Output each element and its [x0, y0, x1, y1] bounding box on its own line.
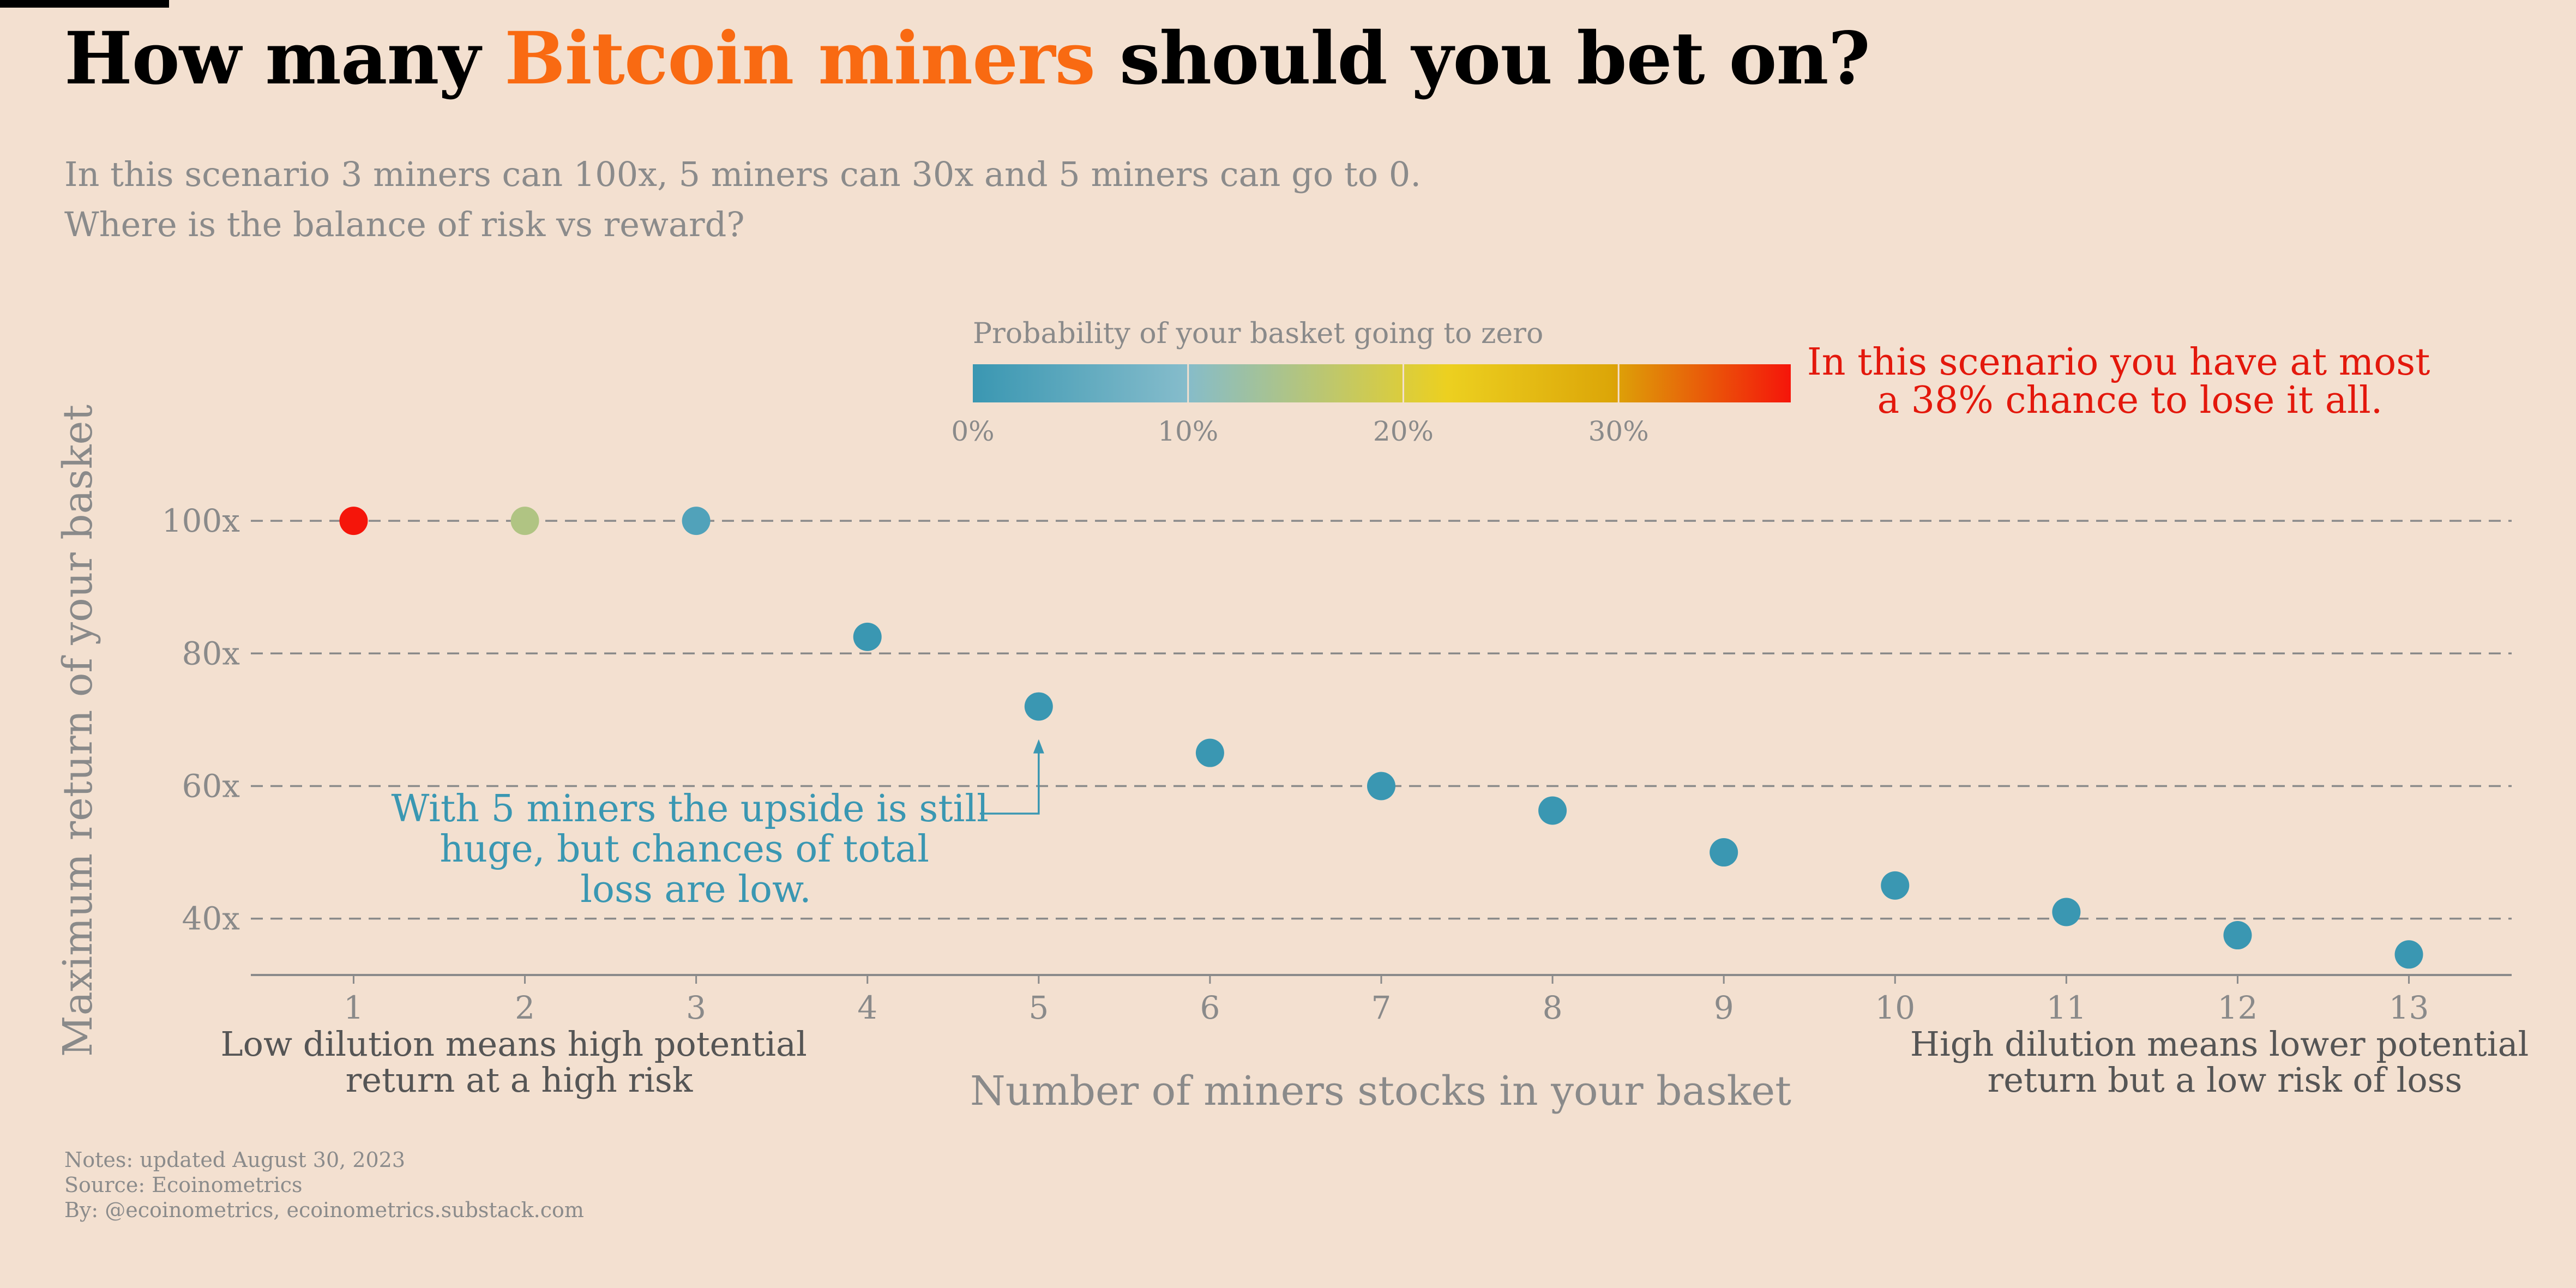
page-title: How many Bitcoin miners should you bet o…	[64, 16, 1870, 101]
subtitle-line-2: Where is the balance of risk vs reward?	[64, 204, 745, 244]
colorbar-title: Probability of your basket going to zero	[973, 317, 1543, 350]
low-dilution-annotation: Low dilution means high potential return…	[220, 1024, 817, 1100]
colorbar	[973, 364, 1791, 402]
data-point	[2052, 898, 2081, 926]
title-suffix: should you bet on?	[1094, 16, 1870, 101]
x-axis-label: Number of miners stocks in your basket	[970, 1068, 1791, 1115]
y-tick-labels: 40x 60x 80x 100x	[162, 502, 240, 937]
x-tick-label: 4	[857, 989, 877, 1026]
low-dilution-line-1: Low dilution means high potential	[220, 1024, 806, 1064]
data-point	[1195, 738, 1224, 767]
y-tick-label: 100x	[162, 502, 240, 539]
x-tick-label: 2	[515, 989, 535, 1026]
subtitle-line-1: In this scenario 3 miners can 100x, 5 mi…	[64, 154, 1422, 194]
notes-byline: By: @ecoinometrics, ecoinometrics.substa…	[64, 1198, 584, 1222]
x-tick-label: 10	[1875, 989, 1915, 1026]
colorbar-ticks: 0% 10% 20% 30%	[951, 364, 1649, 447]
max-risk-line-1: In this scenario you have at most	[1807, 341, 2430, 384]
data-point	[1367, 772, 1395, 801]
data-point	[1710, 838, 1738, 867]
five-miners-annotation: With 5 miners the upside is still huge, …	[391, 787, 1000, 911]
colorbar-tick-label: 0%	[951, 416, 994, 447]
notes: Notes: updated August 30, 2023 Source: E…	[64, 1147, 584, 1223]
x-tick-label: 13	[2389, 989, 2429, 1026]
x-tick-label: 9	[1714, 989, 1734, 1026]
max-risk-line-2: a 38% chance to lose it all.	[1877, 379, 2383, 422]
data-point	[510, 507, 539, 535]
high-dilution-line-1: High dilution means lower potential	[1910, 1024, 2529, 1064]
notes-source: Source: Ecoinometrics	[64, 1173, 303, 1197]
y-axis-label: Maximum return of your basket	[55, 405, 101, 1057]
colorbar-tick-label: 20%	[1373, 416, 1434, 447]
data-point	[1538, 796, 1567, 825]
data-point	[339, 507, 368, 535]
colorbar-tick-label: 30%	[1588, 416, 1649, 447]
data-point	[853, 622, 882, 651]
data-point	[1024, 692, 1053, 721]
x-tick-labels: 1 2 3 4 5 6 7 8 9 10 11 12 13	[344, 975, 2429, 1026]
high-dilution-annotation: High dilution means lower potential retu…	[1910, 1024, 2539, 1100]
x-tick-label: 11	[2046, 989, 2086, 1026]
data-point	[1881, 871, 1910, 900]
y-tick-label: 80x	[182, 635, 240, 672]
x-tick-label: 12	[2218, 989, 2258, 1026]
y-tick-label: 40x	[182, 900, 240, 937]
x-tick-label: 1	[344, 989, 364, 1026]
notes-updated: Notes: updated August 30, 2023	[64, 1148, 405, 1172]
x-tick-label: 8	[1543, 989, 1563, 1026]
high-dilution-line-2: return but a low risk of loss	[1988, 1060, 2463, 1100]
x-tick-label: 7	[1371, 989, 1392, 1026]
title-highlight: Bitcoin miners	[504, 16, 1096, 101]
data-point	[2394, 940, 2423, 969]
data-point	[682, 507, 711, 535]
data-point	[2223, 921, 2252, 950]
five-miners-line-1: With 5 miners the upside is still	[391, 787, 988, 830]
x-tick-label: 3	[686, 989, 706, 1026]
low-dilution-line-2: return at a high risk	[346, 1060, 693, 1100]
x-tick-label: 6	[1200, 989, 1220, 1026]
five-miners-line-2: huge, but chances of total	[440, 828, 929, 871]
five-miners-arrow	[979, 739, 1044, 815]
colorbar-tick-label: 10%	[1158, 416, 1218, 447]
y-tick-label: 60x	[182, 767, 240, 804]
top-accent-bar	[0, 0, 169, 8]
five-miners-line-3: loss are low.	[580, 868, 811, 911]
x-tick-label: 5	[1028, 989, 1049, 1026]
subtitle: In this scenario 3 miners can 100x, 5 mi…	[64, 149, 1421, 250]
title-prefix: How many	[64, 16, 505, 101]
data-points	[339, 507, 2423, 969]
max-risk-annotation: In this scenario you have at most a 38% …	[1807, 341, 2442, 422]
